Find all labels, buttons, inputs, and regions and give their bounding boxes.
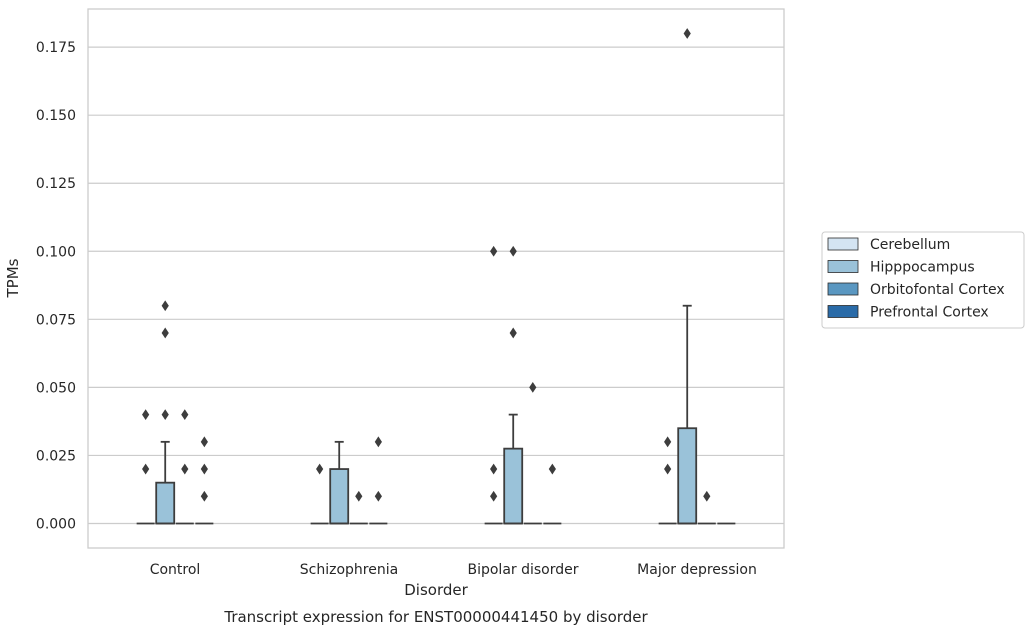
y-tick-label: 0.075 <box>36 312 76 328</box>
outlier-point <box>355 490 363 502</box>
legend-label: Cerebellum <box>870 237 950 253</box>
y-axis-title: TPMs <box>4 258 22 298</box>
box-2-3 <box>543 463 562 525</box>
boxes-layer <box>136 28 736 525</box>
outlier-point <box>161 409 169 421</box>
box-0-2 <box>175 409 194 525</box>
box-body <box>503 447 524 525</box>
box-2-0 <box>484 245 503 525</box>
outlier-point <box>200 490 208 502</box>
outlier-point <box>490 463 498 475</box>
x-tick-label: Schizophrenia <box>300 562 398 578</box>
y-tick-label: 0.150 <box>36 108 76 124</box>
outlier-point <box>142 463 150 475</box>
legend-swatch <box>827 282 859 296</box>
legend-swatch <box>827 260 859 273</box>
x-tick-label: Major depression <box>637 562 757 578</box>
outlier-point <box>142 409 150 421</box>
outlier-point <box>548 463 556 475</box>
legend-frame <box>821 231 1025 329</box>
box-body <box>677 427 698 525</box>
box-3-2 <box>697 490 716 525</box>
outlier-point <box>529 381 537 393</box>
legend-label: Prefrontal Cortex <box>870 305 989 321</box>
box-1-1 <box>329 440 350 525</box>
outlier-point <box>509 327 517 339</box>
y-tick-label: 0.050 <box>36 380 76 396</box>
x-tick-label: Bipolar disorder <box>467 562 578 578</box>
outlier-point <box>509 245 517 257</box>
grid-lines <box>88 46 784 525</box>
outlier-point <box>200 463 208 475</box>
x-axis-ticks: Control Schizophrenia Bipolar disorder Majo… <box>150 562 757 578</box>
y-tick-label: 0.100 <box>36 244 76 260</box>
chart-caption: Transcript expression for ENST0000044145… <box>223 608 648 626</box>
y-tick-label: 0.000 <box>36 517 76 533</box>
outlier-point <box>181 409 189 421</box>
legend: Cerebellum Hipppocampus Orbitofontal Corte… <box>821 231 1025 329</box>
box-2-2 <box>523 381 542 525</box>
outlier-point <box>316 463 324 475</box>
box-0-3 <box>195 436 214 525</box>
x-tick-label: Control <box>150 562 201 578</box>
outlier-point <box>490 245 498 257</box>
box-3-0 <box>658 436 677 525</box>
y-tick-label: 0.125 <box>36 176 76 192</box>
plot-area-frame <box>87 8 785 549</box>
box-1-0 <box>310 463 329 525</box>
y-axis-ticks: 0.000 0.025 0.050 0.075 0.100 0.125 0.150 0.175 <box>36 40 76 532</box>
outlier-point <box>161 327 169 339</box>
outlier-point <box>181 463 189 475</box>
y-tick-label: 0.175 <box>36 40 76 56</box>
outlier-point <box>683 28 691 39</box>
legend-swatch <box>827 305 859 318</box>
box-0-0 <box>136 409 155 525</box>
box-2-1 <box>503 245 524 525</box>
legend-label: Orbitofontal Cortex <box>870 282 1005 298</box>
outlier-point <box>490 490 498 502</box>
box-body <box>329 468 350 525</box>
outlier-point <box>703 490 711 502</box>
outlier-point <box>664 436 672 448</box>
box-0-1 <box>155 300 176 525</box>
legend-label: Hipppocampus <box>870 260 975 276</box>
outlier-point <box>664 463 672 475</box>
outlier-point <box>200 436 208 448</box>
outlier-point <box>374 436 382 448</box>
y-tick-label: 0.025 <box>36 448 76 464</box>
box-3-1 <box>677 28 698 525</box>
legend-swatch <box>827 237 859 251</box>
x-axis-title: Disorder <box>404 581 468 599</box>
outlier-point <box>374 490 382 502</box>
box-1-2 <box>349 490 368 525</box>
outlier-point <box>161 300 169 312</box>
box-1-3 <box>369 436 388 525</box>
box-body <box>155 481 176 525</box>
